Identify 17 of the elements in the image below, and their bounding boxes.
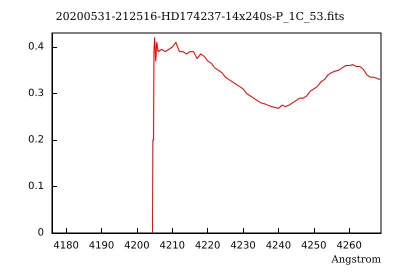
x-tick-label: 4200 bbox=[124, 240, 150, 252]
x-tick-label: 4230 bbox=[230, 240, 256, 252]
x-tick-label: 4240 bbox=[266, 240, 292, 252]
x-tick-label: 4260 bbox=[336, 240, 362, 252]
x-tick-label: 4250 bbox=[301, 240, 327, 252]
y-tick-label: 0.1 bbox=[28, 180, 44, 192]
y-tick-label: 0 bbox=[38, 228, 44, 238]
y-tick-label: 0.4 bbox=[28, 41, 44, 52]
x-tick-label: 4190 bbox=[88, 240, 114, 252]
chart-title: 20200531-212516-HD174237-14x240s-P_1C_53.fits bbox=[56, 10, 345, 23]
x-tick-label: 4220 bbox=[194, 240, 220, 252]
y-tick-label: 0.3 bbox=[28, 88, 44, 99]
x-tick-label: 4210 bbox=[160, 240, 186, 252]
line-series bbox=[152, 37, 380, 234]
x-axis-title: Angstrom bbox=[330, 254, 382, 266]
x-tick-label: 4180 bbox=[53, 240, 79, 252]
y-tick-label: 0.2 bbox=[28, 134, 44, 146]
